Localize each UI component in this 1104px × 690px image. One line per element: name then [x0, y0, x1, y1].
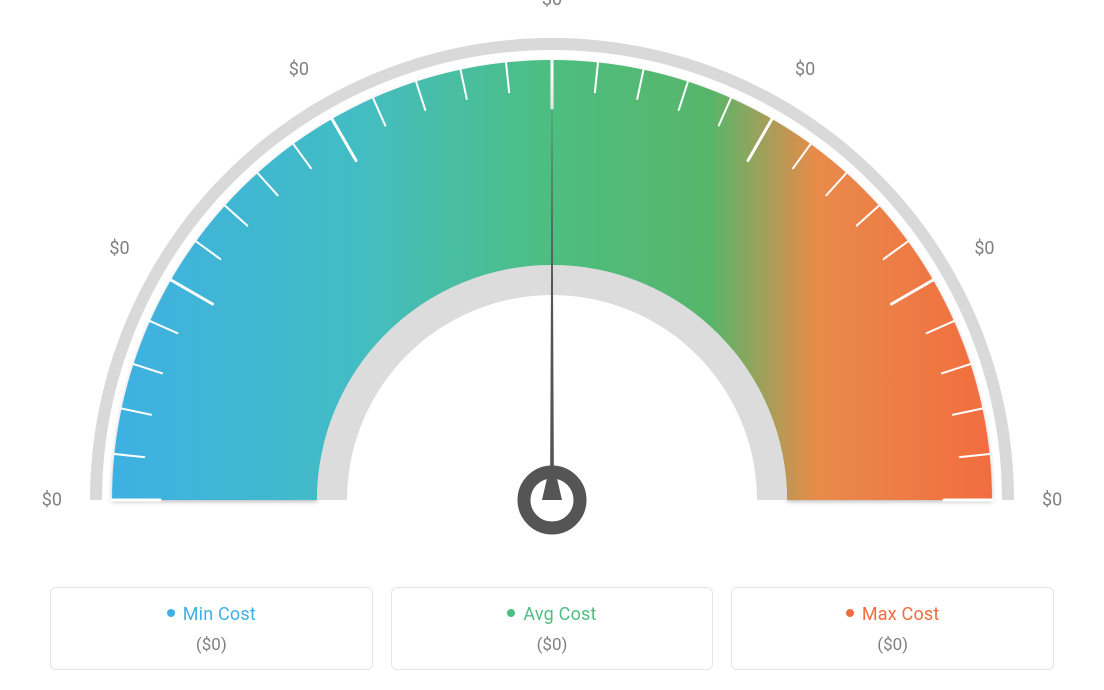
legend-card-avg: Avg Cost ($0) — [391, 587, 714, 670]
gauge-outer-label: $0 — [795, 59, 815, 80]
gauge-outer-label: $0 — [1042, 490, 1062, 511]
gauge-outer-label: $0 — [542, 0, 562, 10]
legend-row: Min Cost ($0) Avg Cost ($0) Max Cost ($0… — [50, 587, 1054, 670]
legend-title-avg: Avg Cost — [402, 604, 703, 625]
gauge-outer-label: $0 — [109, 238, 129, 259]
legend-card-max: Max Cost ($0) — [731, 587, 1054, 670]
gauge-outer-label: $0 — [289, 59, 309, 80]
legend-dot-max — [846, 609, 854, 617]
legend-card-min: Min Cost ($0) — [50, 587, 373, 670]
gauge-outer-label: $0 — [974, 238, 994, 259]
legend-label-avg: Avg Cost — [523, 604, 596, 625]
legend-dot-min — [167, 609, 175, 617]
legend-value-min: ($0) — [61, 635, 362, 655]
legend-label-min: Min Cost — [183, 604, 256, 625]
legend-title-min: Min Cost — [61, 604, 362, 625]
gauge-chart: $0 $0 $0 $0 $0 $0 $0 — [0, 0, 1104, 560]
gauge-outer-label: $0 — [42, 490, 62, 511]
legend-value-avg: ($0) — [402, 635, 703, 655]
legend-value-max: ($0) — [742, 635, 1043, 655]
legend-dot-avg — [507, 609, 515, 617]
gauge-svg — [0, 0, 1104, 560]
legend-title-max: Max Cost — [742, 604, 1043, 625]
legend-label-max: Max Cost — [862, 604, 940, 625]
